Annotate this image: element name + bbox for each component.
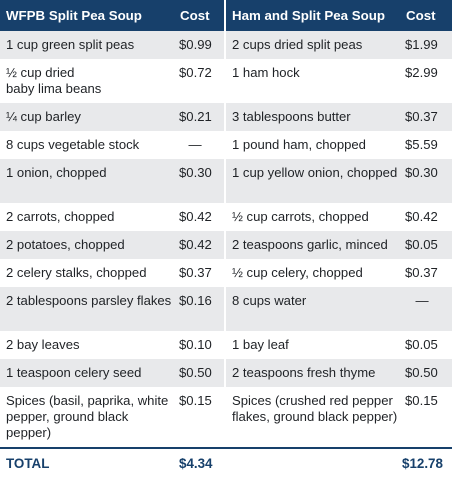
left-ingredient-text: ½ cup dried baby lima beans	[6, 65, 102, 96]
left-ingredient: 8 cups vegetable stock	[0, 131, 176, 159]
right-ingredient: 8 cups water	[226, 287, 402, 331]
right-cost-header: Cost	[402, 0, 452, 31]
left-ingredient: 2 potatoes, chopped	[0, 231, 176, 259]
table-row: 2 potatoes, chopped $0.42 2 teaspoons ga…	[0, 231, 452, 259]
left-ingredient-cost: $0.16	[176, 287, 224, 331]
right-ingredient: ½ cup celery, chopped	[226, 259, 402, 287]
left-recipe-title: WFPB Split Pea Soup	[0, 0, 176, 31]
left-ingredient-cost: $0.50	[176, 359, 224, 387]
left-ingredient-cost: $0.10	[176, 331, 224, 359]
table-row: 1 cup green split peas $0.99 2 cups drie…	[0, 31, 452, 59]
left-ingredient: 1 teaspoon celery seed	[0, 359, 176, 387]
right-total-spacer	[226, 447, 402, 477]
table-row: 1 onion, chopped $0.30 1 cup yellow onio…	[0, 159, 452, 203]
left-ingredient-cost: $0.21	[176, 103, 224, 131]
right-ingredient-cost: $0.37	[402, 103, 452, 131]
right-recipe-title: Ham and Split Pea Soup	[226, 0, 402, 31]
column-divider	[224, 159, 226, 203]
right-ingredient: 1 ham hock	[226, 59, 402, 103]
total-row: TOTAL $4.34 $12.78	[0, 447, 452, 477]
right-ingredient-cost: $0.50	[402, 359, 452, 387]
left-ingredient-cost: $0.30	[176, 159, 224, 203]
table-row: ¼ cup barley $0.21 3 tablespoons butter …	[0, 103, 452, 131]
table-row: 2 tablespoons parsley flakes $0.16 8 cup…	[0, 287, 452, 331]
right-ingredient: 3 tablespoons butter	[226, 103, 402, 131]
right-ingredient: 2 cups dried split peas	[226, 31, 402, 59]
table-row: 2 carrots, chopped $0.42 ½ cup carrots, …	[0, 203, 452, 231]
column-divider	[224, 131, 226, 159]
recipe-cost-comparison-table: WFPB Split Pea Soup Cost Ham and Split P…	[0, 0, 452, 477]
left-ingredient: ½ cup dried baby lima beans	[0, 59, 176, 103]
left-ingredient: ¼ cup barley	[0, 103, 176, 131]
right-ingredient-cost: $0.05	[402, 331, 452, 359]
right-ingredient-cost: $0.37	[402, 259, 452, 287]
column-divider	[224, 0, 226, 31]
right-ingredient-cost: $5.59	[402, 131, 452, 159]
left-ingredient-cost: $0.37	[176, 259, 224, 287]
column-divider	[224, 447, 226, 477]
left-ingredient: 2 carrots, chopped	[0, 203, 176, 231]
left-ingredient: 2 bay leaves	[0, 331, 176, 359]
table-row: ½ cup dried baby lima beans $0.72 1 ham …	[0, 59, 452, 103]
table-row: 1 teaspoon celery seed $0.50 2 teaspoons…	[0, 359, 452, 387]
right-ingredient-cost: $0.15	[402, 387, 452, 448]
right-ingredient-cost: $0.42	[402, 203, 452, 231]
right-ingredient-cost: $1.99	[402, 31, 452, 59]
left-total-cost: $4.34	[176, 447, 224, 477]
column-divider	[224, 231, 226, 259]
table-header-row: WFPB Split Pea Soup Cost Ham and Split P…	[0, 0, 452, 31]
table-row: 2 celery stalks, chopped $0.37 ½ cup cel…	[0, 259, 452, 287]
right-ingredient: 2 teaspoons fresh thyme	[226, 359, 402, 387]
left-ingredient-cost: $0.72	[176, 59, 224, 103]
right-ingredient: Spices (crushed red pepper flakes, groun…	[226, 387, 402, 448]
right-ingredient-cost: $0.05	[402, 231, 452, 259]
left-cost-header: Cost	[176, 0, 224, 31]
left-ingredient-cost: —	[176, 131, 224, 159]
column-divider	[224, 259, 226, 287]
column-divider	[224, 331, 226, 359]
column-divider	[224, 287, 226, 331]
column-divider	[224, 59, 226, 103]
left-ingredient-cost: $0.99	[176, 31, 224, 59]
right-ingredient-cost: $2.99	[402, 59, 452, 103]
total-label: TOTAL	[0, 447, 176, 477]
right-ingredient: ½ cup carrots, chopped	[226, 203, 402, 231]
column-divider	[224, 103, 226, 131]
right-ingredient-cost: $0.30	[402, 159, 452, 203]
right-ingredient: 1 bay leaf	[226, 331, 402, 359]
left-ingredient: 2 tablespoons parsley flakes	[0, 287, 176, 331]
right-ingredient: 2 teaspoons garlic, minced	[226, 231, 402, 259]
column-divider	[224, 387, 226, 448]
column-divider	[224, 359, 226, 387]
left-ingredient: 1 onion, chopped	[0, 159, 176, 203]
left-ingredient-cost: $0.15	[176, 387, 224, 448]
left-ingredient: 1 cup green split peas	[0, 31, 176, 59]
left-ingredient: Spices (basil, paprika, white pepper, gr…	[0, 387, 176, 448]
left-ingredient: 2 celery stalks, chopped	[0, 259, 176, 287]
table-row: Spices (basil, paprika, white pepper, gr…	[0, 387, 452, 448]
right-ingredient: 1 pound ham, chopped	[226, 131, 402, 159]
column-divider	[224, 203, 226, 231]
table-row: 2 bay leaves $0.10 1 bay leaf $0.05	[0, 331, 452, 359]
right-ingredient-cost: —	[402, 287, 452, 331]
column-divider	[224, 31, 226, 59]
left-ingredient-cost: $0.42	[176, 203, 224, 231]
right-total-cost: $12.78	[402, 447, 452, 477]
right-ingredient: 1 cup yellow onion, chopped	[226, 159, 402, 203]
table-row: 8 cups vegetable stock — 1 pound ham, ch…	[0, 131, 452, 159]
left-ingredient-cost: $0.42	[176, 231, 224, 259]
